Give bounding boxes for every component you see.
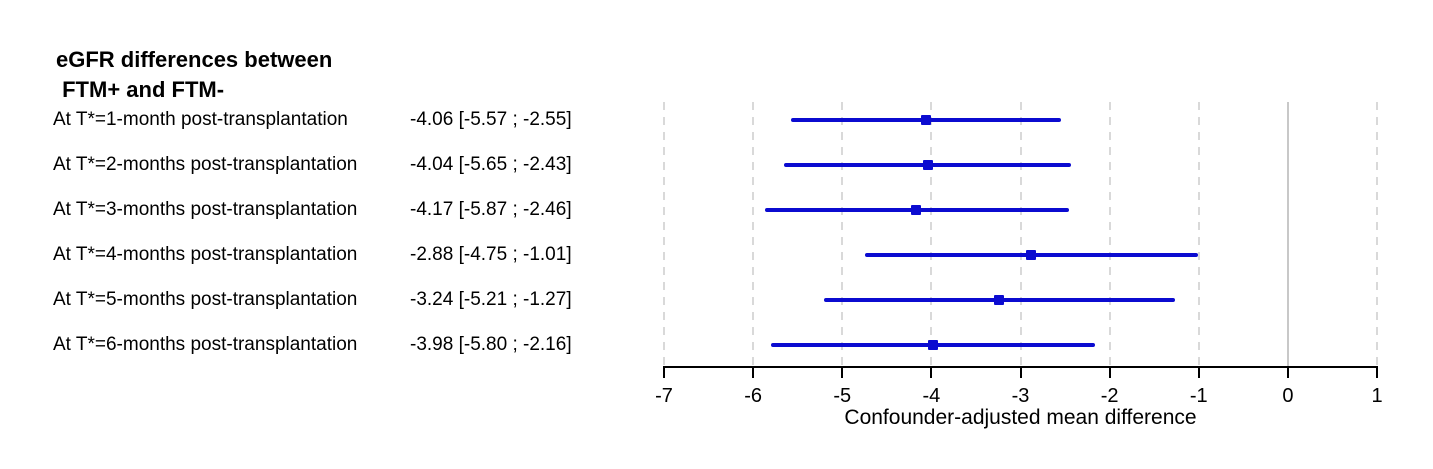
- x-axis-tick-label: -1: [1189, 385, 1208, 407]
- x-axis-tick-label: 0: [1282, 385, 1294, 407]
- x-axis-tick: [663, 367, 665, 378]
- x-axis-tick-label: -5: [833, 385, 852, 407]
- x-axis-tick: [752, 367, 755, 378]
- x-axis-tick: [1376, 367, 1378, 378]
- grid-line: [1108, 102, 1111, 367]
- x-axis-tick-label: -4: [922, 385, 941, 407]
- row-value: -4.06 [-5.57 ; -2.55]: [410, 109, 572, 130]
- x-axis-tick: [930, 367, 933, 378]
- row-value: -4.04 [-5.65 ; -2.43]: [410, 154, 572, 175]
- point-estimate-marker: [922, 160, 933, 170]
- grid-line: [930, 102, 933, 367]
- x-axis-tick: [841, 367, 844, 378]
- row-label: At T*=6-months post-transplantation: [53, 334, 358, 355]
- x-axis-tick: [1108, 367, 1111, 378]
- row-value: -4.17 [-5.87 ; -2.46]: [410, 199, 572, 220]
- row-label: At T*=4-months post-transplantation: [53, 244, 358, 265]
- point-estimate-marker: [994, 295, 1005, 305]
- grid-line: [1197, 102, 1200, 367]
- row-value: -3.24 [-5.21 ; -1.27]: [410, 289, 572, 310]
- grid-line: [841, 102, 844, 367]
- grid-line: [663, 102, 665, 367]
- row-value: -2.88 [-4.75 ; -1.01]: [410, 244, 572, 265]
- grid-line: [1376, 102, 1378, 367]
- row-label: At T*=1-month post-transplantation: [53, 109, 348, 130]
- grid-line: [1019, 102, 1022, 367]
- x-axis-tick: [1286, 367, 1289, 378]
- row-label: At T*=5-months post-transplantation: [53, 289, 358, 310]
- x-axis-tick-label: -7: [655, 385, 673, 407]
- chart-title-line-2: FTM+ and FTM-: [56, 77, 225, 102]
- point-estimate-marker: [1026, 250, 1037, 260]
- x-axis-title: Confounder-adjusted mean difference: [844, 406, 1197, 429]
- x-axis-tick-label: 1: [1371, 385, 1383, 407]
- row-label: At T*=2-months post-transplantation: [53, 154, 358, 175]
- row-value: -3.98 [-5.80 ; -2.16]: [410, 334, 572, 355]
- grid-line: [752, 102, 755, 367]
- x-axis-tick: [1019, 367, 1022, 378]
- x-axis-tick: [1197, 367, 1200, 378]
- point-estimate-marker: [921, 115, 932, 125]
- x-axis-line: [663, 366, 1378, 368]
- x-axis-tick-label: -6: [744, 385, 763, 407]
- point-estimate-marker: [911, 205, 922, 215]
- zero-grid-line: [1286, 102, 1289, 367]
- x-axis-tick-label: -3: [1011, 385, 1030, 407]
- x-axis-tick-label: -2: [1100, 385, 1119, 407]
- chart-title-line-1: eGFR differences between: [56, 47, 333, 72]
- row-label: At T*=3-months post-transplantation: [53, 199, 358, 220]
- point-estimate-marker: [928, 340, 939, 350]
